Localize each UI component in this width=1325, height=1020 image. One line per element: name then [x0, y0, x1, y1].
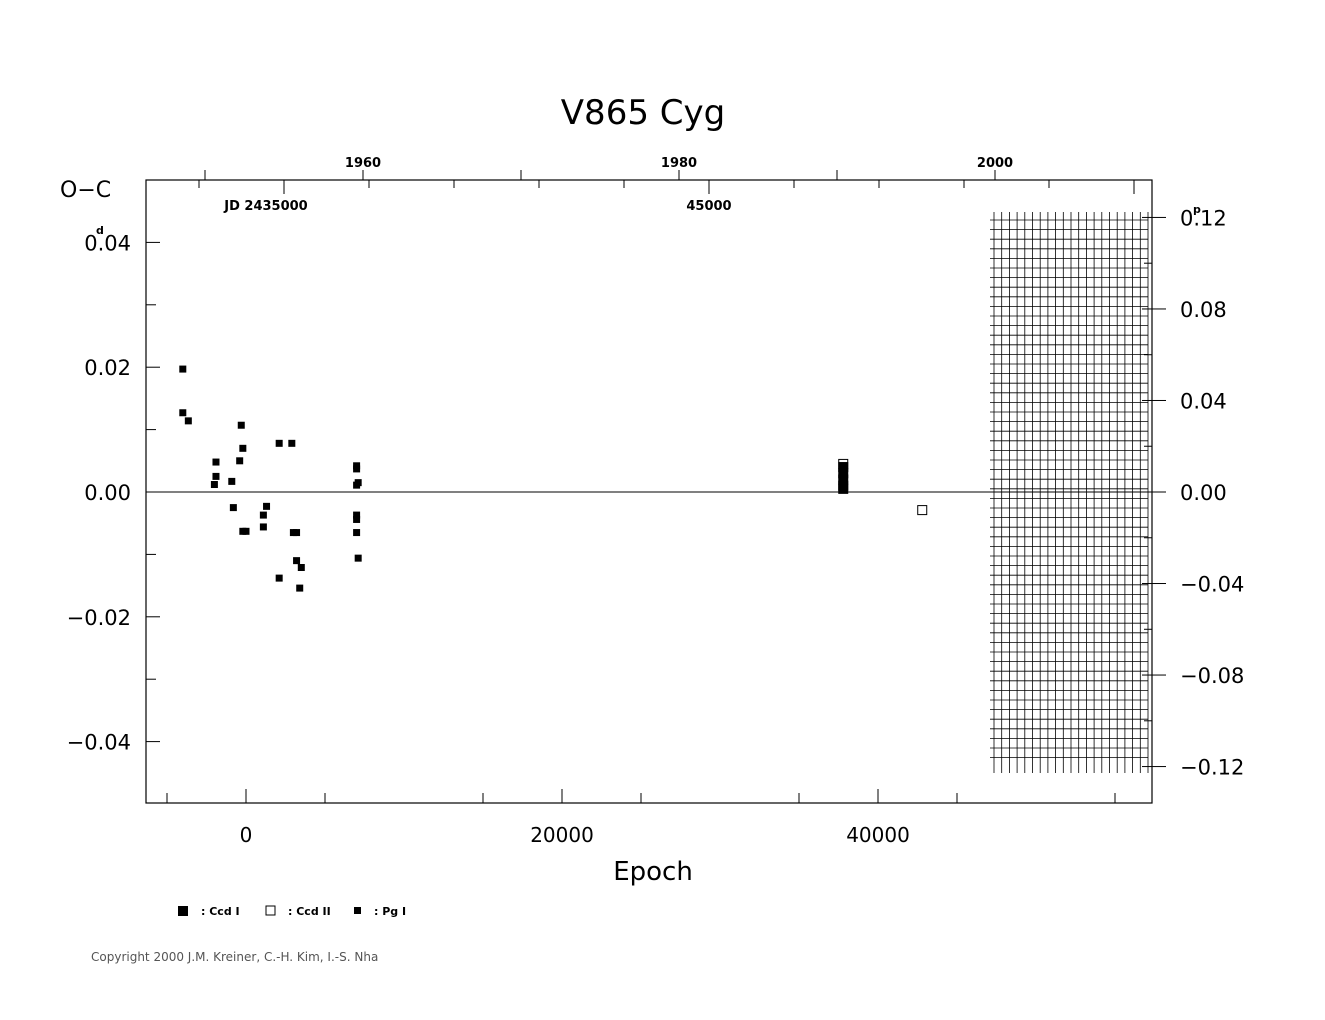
svg-text:: Pg I: : Pg I	[374, 905, 406, 918]
right-tick-label: 0.04	[1180, 389, 1227, 413]
data-point-ccd-i	[838, 474, 849, 485]
data-point-pg-i	[212, 458, 220, 466]
legend-label-ccd-ii: Ccd II	[296, 905, 330, 918]
data-point-pg-i	[210, 481, 218, 489]
data-point-pg-i	[275, 574, 283, 582]
data-point-pg-i	[179, 365, 187, 373]
jd-label: 45000	[686, 199, 731, 214]
data-point-pg-i	[353, 465, 361, 473]
right-tick-label: 0.12	[1180, 206, 1227, 230]
tick-labels: 0 20000 40000 0.04 0.02 0.00 −0.02 −0.04 0.12 0.0…	[67, 156, 1245, 847]
data-point-ccd-ii	[917, 505, 928, 516]
data-point-pg-i	[354, 554, 362, 562]
data-point-pg-i	[239, 444, 247, 452]
legend-marker-ccd-ii	[265, 905, 276, 916]
jd-label: JD 2435000	[223, 199, 307, 214]
copyright-notice: Copyright 2000 J.M. Kreiner, C.-H. Kim, …	[91, 950, 378, 964]
svg-text:: Ccd II: : Ccd II	[288, 905, 331, 918]
data-point-pg-i	[212, 472, 220, 480]
data-point-pg-i	[229, 504, 237, 512]
data-point-pg-i	[288, 439, 296, 447]
data-point-pg-i	[259, 523, 267, 531]
data-point-ccd-i	[838, 483, 849, 494]
data-point-pg-i	[237, 421, 245, 429]
right-tick-label: 0.08	[1180, 298, 1227, 322]
data-point-pg-i	[293, 529, 301, 537]
data-point-pg-i	[184, 417, 192, 425]
year-label: 2000	[977, 156, 1013, 171]
y-tick-label: −0.04	[67, 731, 131, 755]
y-tick-label: 0.04	[84, 231, 131, 255]
y-tick-label: −0.02	[67, 606, 131, 630]
right-tick-label: −0.12	[1180, 756, 1244, 780]
legend-marker-ccd-i	[178, 906, 188, 916]
data-point-pg-i	[259, 511, 267, 519]
chart-title: V865 Cyg	[561, 93, 725, 133]
x-tick-label: 0	[240, 823, 253, 847]
x-axis-label: Epoch	[613, 857, 693, 887]
svg-text:: Ccd I: : Ccd I	[201, 905, 240, 918]
right-tick-label: −0.04	[1180, 573, 1244, 597]
data-point-pg-i	[263, 502, 271, 510]
data-point-pg-i	[297, 564, 305, 572]
legend-marker-pg-i	[354, 907, 361, 914]
year-label: 1960	[345, 156, 381, 171]
legend-label-ccd-i: Ccd I	[209, 905, 239, 918]
data-point-pg-i	[296, 584, 304, 592]
right-axis-unit: p	[1193, 203, 1201, 216]
data-point-ccd-i	[838, 468, 849, 479]
y-tick-label: 0.00	[84, 481, 131, 505]
y-axis-unit: d	[96, 224, 104, 237]
data-point-pg-i	[236, 457, 244, 465]
right-tick-label: 0.00	[1180, 481, 1227, 505]
data-point-pg-i	[275, 439, 283, 447]
x-tick-label: 20000	[530, 823, 594, 847]
data-point-pg-i	[293, 557, 301, 565]
data-point-pg-i	[228, 477, 236, 485]
data-point-pg-i	[353, 515, 361, 523]
x-tick-label: 40000	[846, 823, 910, 847]
year-label: 1980	[661, 156, 697, 171]
data-points	[179, 365, 928, 592]
data-point-pg-i	[353, 481, 361, 489]
data-point-pg-i	[353, 529, 361, 537]
legend: : Ccd I : Ccd II : Pg I	[178, 905, 406, 918]
axis-ticks	[146, 170, 1166, 803]
data-point-pg-i	[353, 511, 361, 519]
right-tick-label: −0.08	[1180, 664, 1244, 688]
data-point-pg-i	[242, 527, 250, 535]
data-point-ccd-i	[838, 462, 849, 473]
data-point-pg-i	[179, 409, 187, 417]
y-axis-label: O−C	[60, 178, 111, 203]
y-tick-label: 0.02	[84, 356, 131, 380]
legend-label-pg-i: Pg I	[382, 905, 406, 918]
